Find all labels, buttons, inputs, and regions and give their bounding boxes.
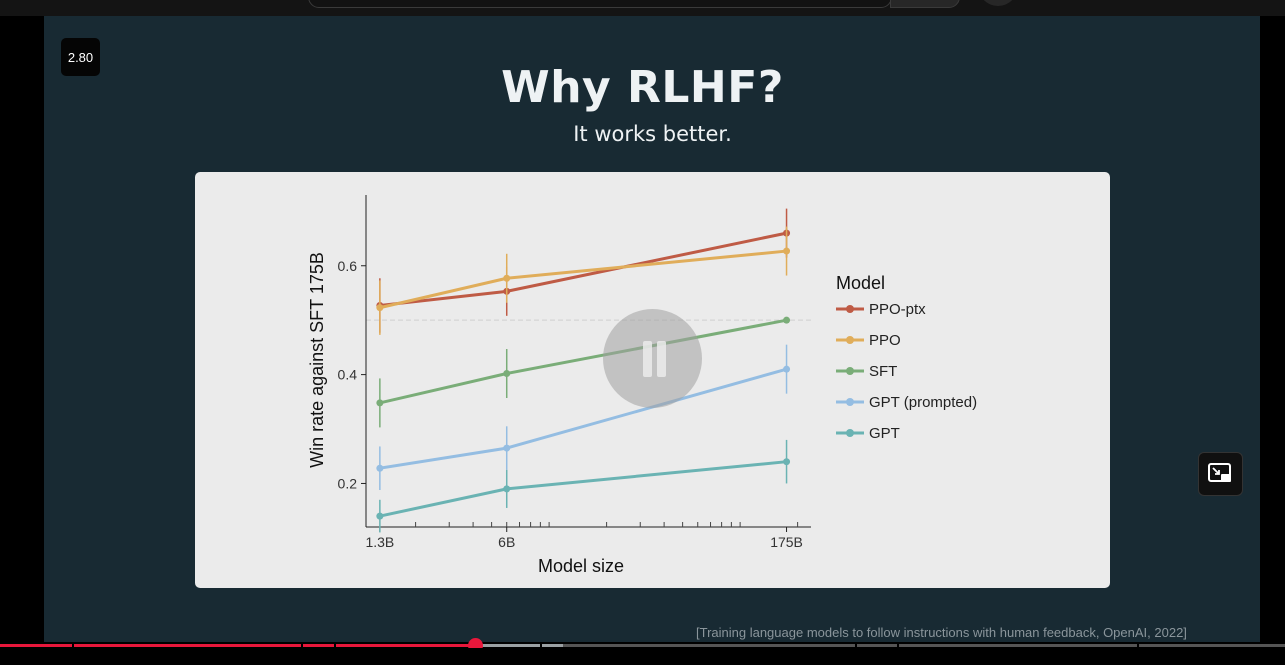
chapter-marker xyxy=(334,643,337,648)
series-gpt-prompted xyxy=(376,344,791,490)
data-point xyxy=(376,464,384,472)
legend-marker xyxy=(846,429,854,437)
chapter-marker xyxy=(300,643,303,648)
data-point xyxy=(503,274,511,282)
citation-text: [Training language models to follow inst… xyxy=(696,625,1187,640)
data-point xyxy=(503,485,511,493)
legend-label: SFT xyxy=(869,363,897,380)
slide-title: Why RLHF? xyxy=(501,62,784,113)
series-ppo xyxy=(376,226,791,335)
video-progress-bar[interactable] xyxy=(0,638,1285,653)
pause-icon xyxy=(643,341,652,377)
legend-label: PPO-ptx xyxy=(869,301,926,318)
series-sft xyxy=(376,316,791,428)
data-point xyxy=(783,365,791,373)
data-point xyxy=(503,444,511,452)
series-line xyxy=(379,367,787,470)
y-tick-label: 0.2 xyxy=(338,475,358,491)
legend-marker xyxy=(846,367,854,375)
data-point xyxy=(376,512,384,520)
browser-top-bar xyxy=(0,0,1285,16)
picture-in-picture-button[interactable] xyxy=(1198,452,1243,496)
data-point xyxy=(783,316,791,324)
legend-marker xyxy=(846,398,854,406)
data-point xyxy=(376,304,384,312)
series-line xyxy=(379,318,787,405)
slide-subtitle: It works better. xyxy=(573,122,732,146)
legend-marker xyxy=(846,336,854,344)
data-point xyxy=(503,370,511,378)
legend-label: GPT (prompted) xyxy=(869,394,977,411)
y-axis-label: Win rate against SFT 175B xyxy=(307,252,327,468)
playback-speed-badge: 2.80 xyxy=(61,38,100,76)
voice-search-button[interactable] xyxy=(978,0,1018,6)
player-controls-area xyxy=(0,648,1285,665)
chapter-marker xyxy=(1137,643,1140,648)
chapter-marker xyxy=(539,643,542,648)
chapter-marker xyxy=(854,643,857,648)
series-gpt xyxy=(376,439,791,533)
legend-label: PPO xyxy=(869,332,901,349)
data-point xyxy=(783,247,791,255)
x-tick-label: 1.3B xyxy=(365,534,394,550)
legend-title: Model xyxy=(836,273,885,293)
series-line xyxy=(379,460,787,518)
data-point xyxy=(783,458,791,466)
legend-label: GPT xyxy=(869,425,900,442)
x-tick-label: 6B xyxy=(498,534,515,550)
pause-button[interactable] xyxy=(603,309,702,408)
legend-marker xyxy=(846,305,854,313)
chapter-marker xyxy=(71,643,74,648)
pause-icon xyxy=(657,341,666,377)
y-tick-label: 0.4 xyxy=(338,367,358,383)
data-point xyxy=(376,399,384,407)
picture-in-picture-icon xyxy=(1208,463,1231,482)
chapter-marker xyxy=(896,643,899,648)
x-axis-label: Model size xyxy=(538,556,624,576)
x-tick-label: 175B xyxy=(770,534,803,550)
y-tick-label: 0.6 xyxy=(338,258,358,274)
